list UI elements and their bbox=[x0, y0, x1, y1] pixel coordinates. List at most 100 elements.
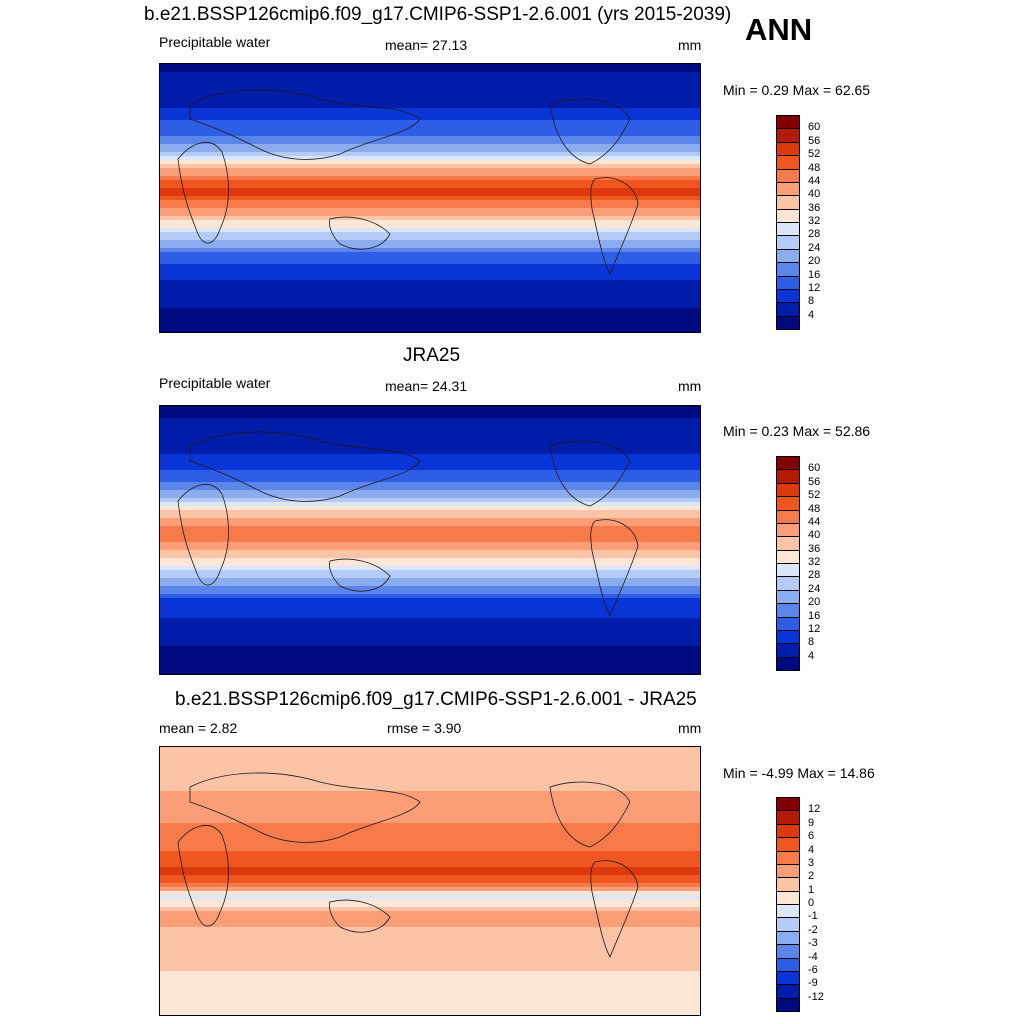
zonal-band bbox=[160, 1011, 700, 1015]
colorbar-swatch bbox=[776, 850, 800, 865]
zonal-band bbox=[160, 823, 700, 828]
zonal-band bbox=[160, 626, 700, 631]
zonal-band bbox=[160, 875, 700, 880]
zonal-band bbox=[160, 200, 700, 205]
colorbar-tick-label: 24 bbox=[808, 241, 821, 254]
zonal-band bbox=[160, 196, 700, 201]
zonal-band bbox=[160, 775, 700, 780]
zonal-band bbox=[160, 851, 700, 856]
colorbar-swatch bbox=[776, 563, 800, 578]
zonal-band bbox=[160, 176, 700, 181]
colorbar-swatch bbox=[776, 837, 800, 852]
colorbar-swatch bbox=[776, 115, 800, 130]
zonal-band bbox=[160, 646, 700, 651]
zonal-band bbox=[160, 120, 700, 125]
zonal-band bbox=[160, 224, 700, 229]
zonal-band bbox=[160, 771, 700, 776]
coastline-outline bbox=[177, 89, 639, 275]
zonal-band bbox=[160, 947, 700, 952]
colorbar-tick-label: -9 bbox=[808, 977, 818, 990]
zonal-band bbox=[160, 462, 700, 467]
zonal-band bbox=[160, 939, 700, 944]
zonal-band bbox=[160, 582, 700, 587]
zonal-band bbox=[160, 755, 700, 760]
zonal-band bbox=[160, 434, 700, 439]
zonal-band bbox=[160, 923, 700, 928]
zonal-band bbox=[160, 955, 700, 960]
colorbar-tick-label: 8 bbox=[808, 636, 815, 649]
colorbar-swatch bbox=[776, 208, 800, 223]
zonal-band bbox=[160, 522, 700, 527]
colorbar-tick-label: 56 bbox=[808, 134, 821, 147]
zonal-band bbox=[160, 204, 700, 209]
zonal-band bbox=[160, 112, 700, 117]
zonal-band bbox=[160, 514, 700, 519]
colorbar-swatch bbox=[776, 155, 800, 170]
colorbar-swatch bbox=[776, 810, 800, 825]
zonal-band bbox=[160, 891, 700, 896]
zonal-band bbox=[160, 871, 700, 876]
zonal-band bbox=[160, 991, 700, 996]
colorbar-swatch bbox=[776, 576, 800, 591]
colorbar-tick-label: 0 bbox=[808, 897, 815, 909]
zonal-band bbox=[160, 999, 700, 1004]
map-field bbox=[160, 747, 700, 1015]
zonal-band bbox=[160, 232, 700, 237]
colorbar-swatch bbox=[776, 629, 800, 645]
zonal-band bbox=[160, 212, 700, 217]
zonal-band bbox=[160, 654, 700, 659]
colorbar-tick-label: 56 bbox=[808, 475, 821, 488]
zonal-band bbox=[160, 264, 700, 269]
zonal-band bbox=[160, 466, 700, 471]
colorbar-swatch bbox=[776, 181, 800, 197]
zonal-band bbox=[160, 791, 700, 796]
zonal-band bbox=[160, 983, 700, 988]
colorbar-tick-label: 36 bbox=[808, 542, 821, 555]
colorbar-swatch bbox=[776, 997, 800, 1012]
zonal-band bbox=[160, 967, 700, 972]
colorbar-tick-label: 24 bbox=[808, 582, 821, 595]
colorbar-swatch bbox=[776, 930, 800, 946]
panel2-variable-label: Precipitable water bbox=[159, 375, 271, 391]
zonal-band bbox=[160, 847, 700, 852]
colorbar-swatch bbox=[776, 797, 800, 812]
zonal-band bbox=[160, 438, 700, 443]
colorbar-tick-label: 9 bbox=[808, 816, 815, 829]
panel3-rmse-label: rmse = 3.90 bbox=[387, 720, 462, 736]
colorbar-tick-label: 2 bbox=[808, 870, 815, 883]
zonal-band bbox=[160, 566, 700, 571]
zonal-band bbox=[160, 931, 700, 936]
zonal-band bbox=[160, 987, 700, 992]
zonal-band bbox=[160, 474, 700, 479]
zonal-band bbox=[160, 220, 700, 225]
zonal-band bbox=[160, 787, 700, 792]
colorbar-swatch bbox=[776, 496, 800, 511]
zonal-band bbox=[160, 304, 700, 309]
colorbar-tick-label: 32 bbox=[808, 215, 821, 227]
zonal-band bbox=[160, 558, 700, 563]
zonal-band bbox=[160, 152, 700, 157]
colorbar-tick-label: 44 bbox=[808, 174, 821, 187]
zonal-band bbox=[160, 598, 700, 603]
colorbar-tick-label: 48 bbox=[808, 161, 821, 174]
zonal-band bbox=[160, 168, 700, 173]
zonal-band bbox=[160, 819, 700, 824]
zonal-band bbox=[160, 911, 700, 916]
zonal-band bbox=[160, 863, 700, 868]
zonal-band bbox=[160, 80, 700, 85]
zonal-band bbox=[160, 136, 700, 141]
zonal-band bbox=[160, 184, 700, 189]
zonal-band bbox=[160, 666, 700, 671]
zonal-band bbox=[160, 180, 700, 185]
zonal-band bbox=[160, 312, 700, 317]
colorbar-swatch bbox=[776, 248, 800, 264]
colorbar-swatch bbox=[776, 235, 800, 250]
zonal-band bbox=[160, 260, 700, 265]
panel1-mean-label: mean= 27.13 bbox=[385, 37, 468, 53]
coastline-outline bbox=[177, 431, 639, 617]
zonal-band bbox=[160, 236, 700, 241]
zonal-band bbox=[160, 96, 700, 101]
zonal-band bbox=[160, 594, 700, 599]
zonal-band bbox=[160, 979, 700, 984]
map-field bbox=[160, 64, 700, 332]
